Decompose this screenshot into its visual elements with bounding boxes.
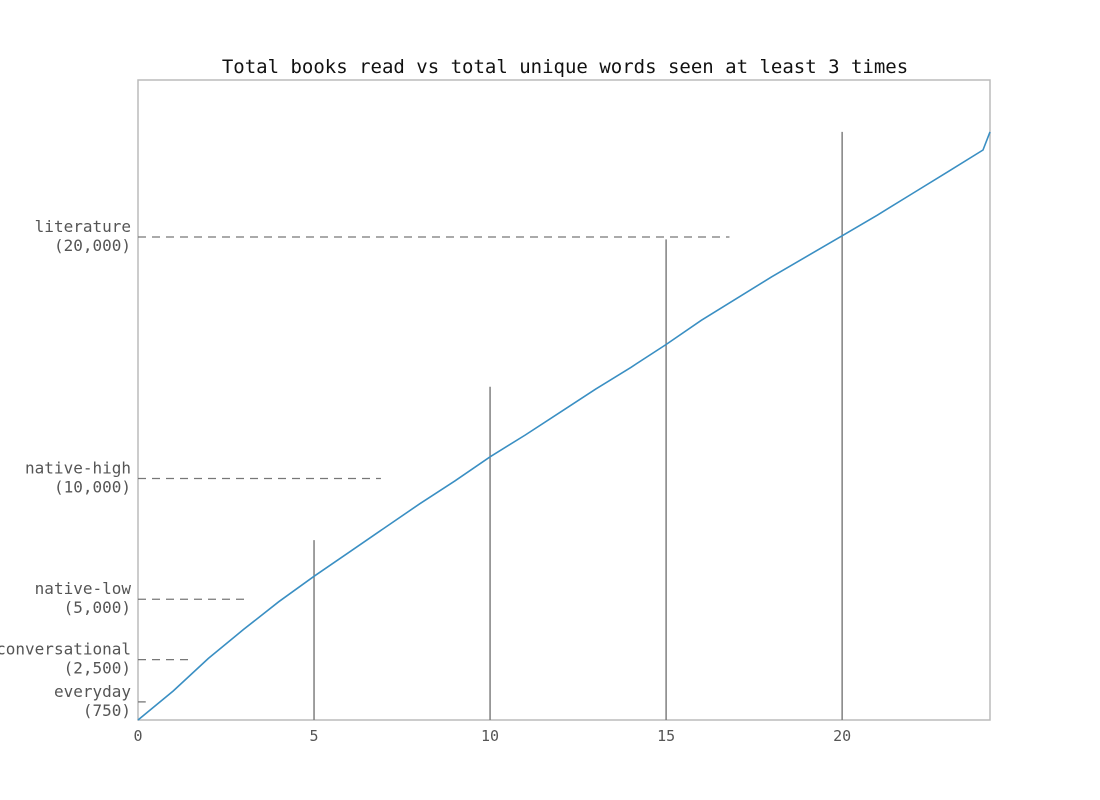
x-tick-label: 10 [481,727,499,745]
level-name-literature: literature [35,217,131,236]
level-value-literature: (20,000) [54,236,131,255]
x-tick-label: 5 [310,727,319,745]
level-value-conversational: (2,500) [64,659,131,678]
x-axis-ticks: 0 5 10 15 20 [133,727,851,745]
guide-lines [138,236,730,703]
level-name-everyday: everyday [54,682,131,701]
level-name-native-high: native-high [25,458,131,477]
chart-title: Total books read vs total unique words s… [222,56,908,78]
vertical-markers [313,131,843,720]
level-name-native-low: native-low [35,579,132,598]
level-value-native-high: (10,000) [54,477,131,496]
x-tick-label: 15 [657,727,675,745]
x-tick-label: 20 [833,727,851,745]
plot-frame [137,79,991,721]
level-value-everyday: (750) [83,701,131,720]
level-name-conversational: conversational [0,640,131,659]
level-value-native-low: (5,000) [64,598,131,617]
series-line-0 [137,131,991,721]
series-layer [137,131,991,721]
y-axis-level-labels: everyday(750) conversational(2,500) native… [0,217,131,720]
x-tick-label: 0 [133,727,142,745]
